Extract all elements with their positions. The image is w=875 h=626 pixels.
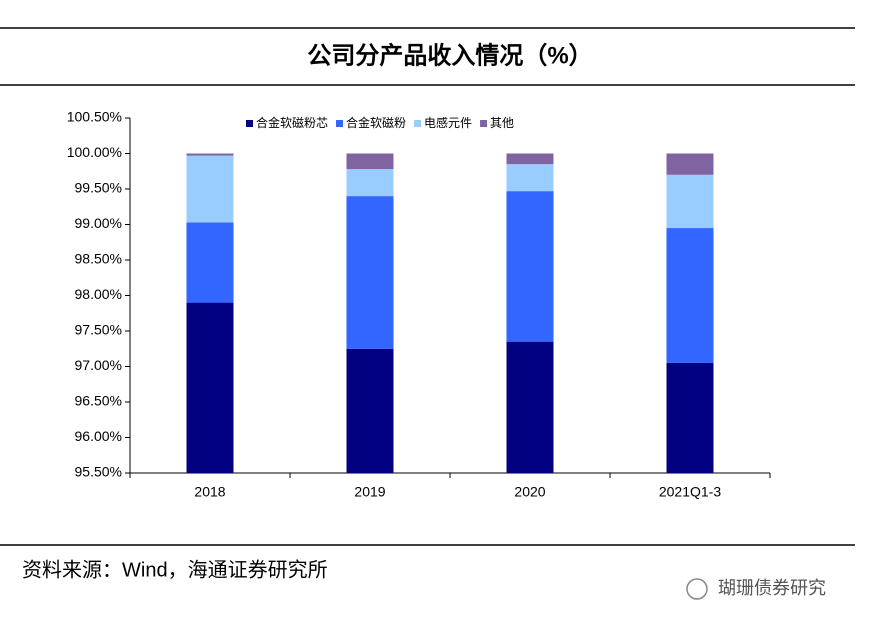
bar-segment (186, 153, 234, 156)
source: 资料来源：Wind，海通证券研究所 (22, 558, 328, 581)
y-tick-label: 99.00% (75, 215, 122, 231)
bar-segment (346, 169, 394, 197)
legend-label: 合金软磁粉 (346, 115, 406, 130)
watermark: 瑚珊债券研究 (718, 578, 826, 598)
y-tick-label: 97.00% (75, 357, 122, 373)
x-tick-label: 2021Q1-3 (659, 484, 721, 500)
bar-segment (506, 153, 554, 165)
legend-swatch (480, 120, 488, 127)
bar-segment (186, 222, 234, 303)
legend-swatch (246, 120, 253, 127)
bar-segment (346, 153, 394, 170)
y-tick-label: 97.50% (75, 322, 122, 338)
bar-segment (666, 174, 714, 229)
bar-segment (346, 196, 394, 349)
y-tick-label: 98.00% (75, 286, 122, 302)
bar-segment (186, 302, 234, 473)
legend-swatch (336, 120, 344, 127)
y-tick-label: 95.50% (75, 464, 122, 480)
bar-segment (666, 153, 714, 175)
y-tick-label: 98.50% (75, 251, 122, 267)
y-tick-label: 100.00% (67, 144, 122, 160)
bar-segment (506, 164, 554, 192)
bar-segment (346, 348, 394, 473)
legend-label: 电感元件 (424, 115, 472, 130)
bar-segment (666, 228, 714, 363)
x-tick-label: 2019 (354, 484, 385, 500)
legend-swatch (414, 120, 422, 127)
x-tick-label: 2018 (194, 484, 225, 500)
bar-segment (506, 341, 554, 473)
bar-segment (506, 191, 554, 342)
x-tick-label: 2020 (514, 484, 545, 500)
bar-segment (666, 362, 714, 473)
bar-segment (186, 155, 234, 223)
y-tick-label: 99.50% (75, 180, 122, 196)
legend-label: 其他 (490, 116, 514, 130)
legend-label: 合金软磁粉芯 (256, 115, 328, 130)
watermark-icon (686, 578, 708, 600)
y-tick-label: 100.50% (67, 109, 122, 125)
y-tick-label: 96.50% (75, 393, 122, 409)
chart-title: 公司分产品收入情况（%） (307, 41, 592, 69)
y-tick-label: 96.00% (75, 428, 122, 444)
